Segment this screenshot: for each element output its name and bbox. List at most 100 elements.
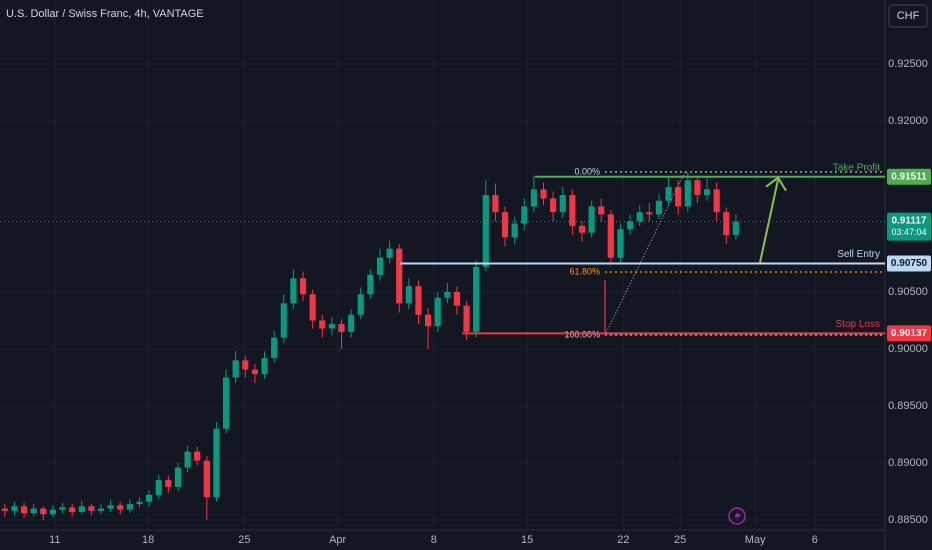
- x-tick-label: 11: [49, 534, 60, 546]
- x-tick-label: 18: [142, 534, 154, 546]
- candle-body: [396, 248, 403, 304]
- candle-body: [607, 214, 614, 258]
- candle-body: [627, 221, 634, 230]
- candle-body: [569, 195, 576, 226]
- candle-body: [367, 274, 374, 295]
- x-tick-label: 15: [521, 534, 533, 546]
- candle-body: [550, 198, 557, 213]
- candle-body: [434, 297, 441, 327]
- candle-body: [49, 509, 56, 515]
- candle-body: [511, 223, 518, 238]
- candle-body: [213, 428, 220, 498]
- x-tick-label: 6: [812, 534, 818, 546]
- candle-body: [713, 189, 720, 213]
- candle-body: [646, 212, 653, 215]
- lightning-bolt: [734, 510, 741, 522]
- candle-body: [155, 480, 162, 495]
- candle-body: [521, 206, 528, 224]
- candle-body: [97, 508, 105, 511]
- y-tick-label: 0.90000: [888, 343, 928, 355]
- x-tick-label: 25: [238, 534, 250, 546]
- fib-label: 61.80%: [569, 266, 600, 276]
- candle-body: [69, 507, 76, 512]
- candle-body: [174, 467, 182, 487]
- fib-trend: [604, 171, 686, 336]
- candle-body: [424, 314, 432, 327]
- candle-body: [222, 377, 230, 429]
- candle-body: [684, 180, 691, 207]
- level-name: Sell Entry: [837, 249, 880, 260]
- last-price-label: 0.91117: [891, 215, 926, 226]
- candle-body: [501, 212, 509, 238]
- candle-body: [184, 451, 191, 468]
- candle-body: [40, 508, 47, 515]
- x-tick-label: 22: [617, 534, 629, 546]
- candle-body: [78, 506, 85, 512]
- candle-body: [242, 360, 249, 370]
- candle-body: [107, 505, 114, 509]
- candle-body: [117, 505, 124, 510]
- candle-body: [675, 187, 682, 207]
- chart-title: U.S. Dollar / Swiss Franc, 4h, VANTAGE: [6, 8, 204, 20]
- level-tag: [887, 255, 931, 272]
- y-tick-label: 0.89000: [888, 457, 928, 469]
- candle-body: [540, 189, 547, 199]
- candle-body: [194, 451, 201, 461]
- y-tick-label: 0.90500: [888, 286, 928, 298]
- target-arrow: [759, 179, 779, 263]
- target-arrow-head: [765, 176, 787, 192]
- candle-body: [578, 225, 586, 233]
- candle-body: [453, 291, 461, 306]
- candle-body: [444, 291, 451, 298]
- candle-body: [126, 504, 133, 510]
- candle-body: [280, 303, 287, 338]
- y-tick-label: 0.89500: [888, 400, 928, 412]
- y-tick-label: 0.88500: [888, 514, 928, 526]
- countdown-label: 03:47:04: [891, 227, 926, 237]
- level-tag-label: 0.90750: [891, 258, 928, 269]
- level-name: Stop Loss: [836, 319, 880, 330]
- candle-body: [251, 369, 258, 375]
- candle-body: [309, 294, 316, 321]
- level-tag-label: 0.90137: [891, 328, 928, 339]
- currency-button-label[interactable]: CHF: [897, 10, 920, 22]
- candle-body: [415, 286, 422, 315]
- level-tag: [887, 168, 931, 185]
- currency-button[interactable]: [888, 4, 928, 28]
- lightning-icon[interactable]: [728, 507, 746, 525]
- candle-body: [463, 305, 470, 332]
- candle-body: [203, 460, 210, 498]
- x-tick-label: May: [745, 534, 766, 546]
- y-tick-label: 0.92500: [888, 58, 928, 70]
- level-name: Take Profit: [833, 162, 880, 173]
- candle-body: [357, 294, 364, 315]
- candle-body: [386, 248, 393, 258]
- candle-body: [20, 506, 28, 514]
- candle-body: [405, 286, 412, 304]
- candle-body: [165, 480, 172, 487]
- candle-body: [271, 337, 278, 359]
- x-tick-label: 8: [431, 534, 437, 546]
- candle-body: [723, 212, 730, 235]
- candle-body: [694, 180, 701, 196]
- candle-body: [136, 501, 143, 505]
- level-tag-label: 0.91511: [891, 171, 927, 182]
- candle-body: [559, 195, 566, 213]
- candle-body: [232, 360, 239, 378]
- fib-label: 0.00%: [574, 166, 600, 176]
- candle-body: [492, 195, 499, 213]
- candle-body: [290, 278, 297, 304]
- candle-body: [319, 320, 326, 329]
- candle-body: [30, 508, 37, 514]
- candle-body: [328, 323, 335, 329]
- candle-body: [338, 323, 345, 332]
- candle-body: [376, 257, 384, 275]
- candle-body: [482, 195, 489, 267]
- candle-body: [588, 206, 595, 233]
- candle-body: [732, 221, 739, 235]
- last-price-tag: [887, 212, 931, 241]
- candle-body: [636, 212, 643, 222]
- candle-body: [59, 507, 66, 510]
